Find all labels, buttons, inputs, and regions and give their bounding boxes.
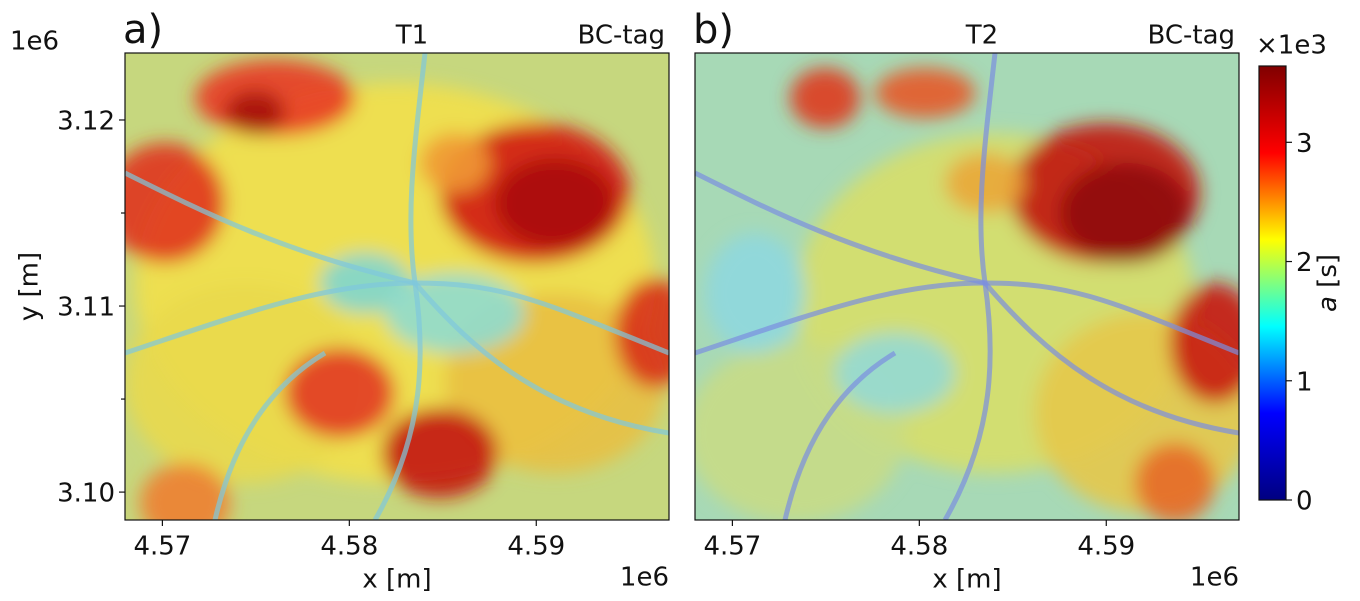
x-tick-label: 4.58 (890, 532, 948, 562)
map-image (685, 53, 1260, 523)
panel-title: T2 (965, 21, 998, 51)
y-tick-label: 3.10 (57, 479, 115, 509)
x-axis-label: x [m] (362, 565, 431, 595)
panel-annotation: BC-tag (1147, 21, 1235, 51)
colorbar-tick-label: 1 (1296, 367, 1313, 397)
x-tick-label: 4.57 (133, 532, 191, 562)
colorbar-label-unit: [s] (1313, 254, 1343, 288)
map-region (790, 68, 860, 128)
y-offset: 1e6 (10, 27, 59, 57)
map-region (875, 68, 975, 118)
y-tick-label: 3.12 (57, 106, 115, 136)
map-region (495, 158, 615, 248)
map-region (1135, 443, 1215, 523)
colorbar (1259, 66, 1286, 500)
x-tick-label: 4.59 (1077, 532, 1135, 562)
map-region (1060, 163, 1190, 263)
y-axis-label: y [m] (15, 252, 45, 321)
map-region (615, 278, 695, 388)
x-tick-label: 4.58 (320, 532, 378, 562)
x-tick-label: 4.57 (703, 532, 761, 562)
y-tick-label: 3.11 (57, 293, 115, 323)
panel-label: b) (693, 7, 734, 53)
colorbar-tick-label: 2 (1296, 248, 1313, 278)
map-region (285, 348, 395, 438)
map-region (382, 408, 498, 498)
panel-title: T1 (395, 21, 428, 51)
x-axis-label: x [m] (932, 565, 1001, 595)
colorbar-tick-label: 0 (1296, 487, 1313, 517)
colorbar-label: a [s] (1313, 254, 1343, 312)
x-offset: 1e6 (620, 563, 669, 593)
colorbar-tick-label: 3 (1296, 129, 1313, 159)
map-image (105, 53, 695, 543)
x-tick-label: 4.59 (507, 532, 565, 562)
map-region (225, 91, 285, 135)
colorbar-offset: ×1e3 (1256, 31, 1327, 61)
colorbar-label-var: a (1313, 296, 1343, 312)
map-region (835, 333, 955, 413)
x-offset: 1e6 (1190, 563, 1239, 593)
figure: a) T1 BC-tag 4.57 4.58 4.59 x [m] 1e6 3.12 3.11 3.… (0, 0, 1360, 601)
panel-label: a) (123, 7, 163, 53)
map-region (105, 143, 225, 263)
map-region (420, 133, 490, 193)
panel-annotation: BC-tag (577, 21, 665, 51)
